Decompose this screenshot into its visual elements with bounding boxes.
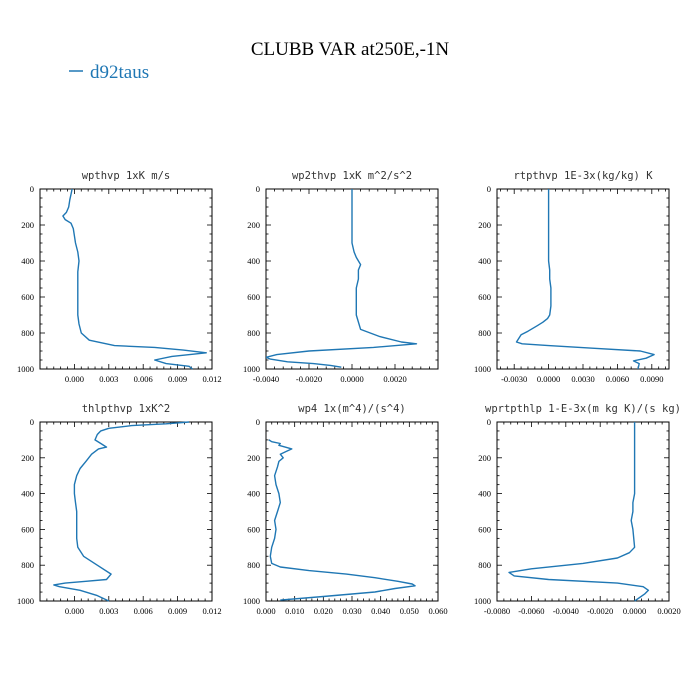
- x-tick-label: 0.040: [371, 606, 390, 616]
- y-tick-label: 0: [256, 417, 260, 427]
- y-tick-label: 400: [247, 256, 260, 266]
- y-tick-label: 1000: [17, 364, 34, 374]
- series-line-1: [266, 189, 418, 368]
- subplot-title: rtpthvp 1E-3x(kg/kg) K: [513, 170, 653, 182]
- y-tick-label: 400: [478, 256, 491, 266]
- x-tick-label: 0.030: [342, 606, 361, 616]
- x-tick-label: 0.012: [202, 374, 221, 384]
- x-tick-label: 0.060: [428, 606, 447, 616]
- x-tick-label: 0.020: [314, 606, 333, 616]
- x-tick-label: 0.000: [65, 606, 84, 616]
- subplot-2: wp2thvp 1xK m^2/s^202004006008001000-0.0…: [243, 170, 439, 384]
- y-tick-label: 600: [478, 524, 491, 534]
- y-tick-label: 1000: [243, 364, 260, 374]
- y-tick-label: 600: [247, 292, 260, 302]
- x-tick-label: 0.009: [168, 374, 187, 384]
- x-tick-label: 0.012: [202, 606, 221, 616]
- y-tick-label: 200: [478, 453, 491, 463]
- x-tick-label: 0.000: [256, 606, 275, 616]
- y-tick-label: 200: [478, 220, 491, 230]
- plot-frame: [496, 421, 670, 602]
- x-tick-label: -0.0080: [484, 606, 510, 616]
- x-tick-label: 0.003: [99, 606, 118, 616]
- plot-frame: [39, 188, 213, 370]
- x-tick-label: -0.0020: [296, 374, 322, 384]
- x-tick-label: 0.0000: [340, 374, 363, 384]
- x-tick-label: -0.0060: [518, 606, 544, 616]
- x-tick-label: 0.0000: [537, 374, 560, 384]
- y-tick-label: 200: [21, 453, 34, 463]
- y-tick-label: 0: [256, 184, 260, 194]
- x-tick-label: -0.0040: [553, 606, 579, 616]
- y-tick-label: 800: [247, 328, 260, 338]
- x-tick-label: -0.0030: [501, 374, 527, 384]
- y-tick-label: 400: [21, 489, 34, 499]
- y-tick-label: 0: [30, 417, 34, 427]
- y-tick-label: 200: [21, 220, 34, 230]
- series-line-1: [53, 421, 190, 602]
- y-tick-label: 400: [247, 489, 260, 499]
- series-line-1: [515, 189, 655, 370]
- y-tick-label: 600: [247, 524, 260, 534]
- series-line-1: [62, 188, 208, 370]
- subplot-title: thlpthvp 1xK^2: [82, 403, 171, 415]
- x-tick-label: 0.0060: [606, 374, 629, 384]
- y-tick-label: 800: [478, 560, 491, 570]
- plot-frame: [39, 421, 213, 602]
- series-line-1: [268, 439, 416, 601]
- y-tick-label: 800: [247, 560, 260, 570]
- x-tick-label: 0.009: [168, 606, 187, 616]
- y-tick-label: 800: [21, 560, 34, 570]
- y-tick-label: 600: [21, 292, 34, 302]
- subplot-1: wpthvp 1xK m/s 0 200 400 600 800 1000 0.000 0.00…: [17, 170, 222, 384]
- x-tick-label: 0.0090: [640, 374, 663, 384]
- x-tick-label: 0.010: [285, 606, 304, 616]
- y-tick-label: 1000: [243, 596, 260, 606]
- subplot-title: wprtpthlp 1-E-3x(m kg K)/(s kg): [485, 403, 681, 415]
- x-tick-label: -0.0020: [587, 606, 613, 616]
- y-tick-label: 0: [487, 417, 491, 427]
- subplot-title: wp2thvp 1xK m^2/s^2: [292, 170, 412, 182]
- subplot-3: rtpthvp 1E-3x(kg/kg) K 0 200 400 600 800 1000-…: [474, 170, 670, 384]
- series-line-1: [508, 422, 650, 602]
- y-tick-label: 400: [21, 256, 34, 266]
- x-tick-label: 0.0020: [657, 606, 680, 616]
- y-tick-label: 1000: [17, 596, 34, 606]
- figure-title: CLUBB VAR at250E,-1N: [251, 39, 450, 60]
- legend-label: d92taus: [90, 62, 149, 83]
- y-tick-label: 800: [478, 328, 491, 338]
- y-tick-label: 0: [30, 184, 34, 194]
- x-tick-label: 0.003: [99, 374, 118, 384]
- subplot-4: thlpthvp 1xK^2 0 200 400 600 800 1000 0.000 0.00…: [17, 403, 222, 616]
- plot-frame: [496, 188, 670, 370]
- x-tick-label: 0.0000: [623, 606, 646, 616]
- y-tick-label: 200: [247, 453, 260, 463]
- subplot-title: wpthvp 1xK m/s: [82, 170, 171, 182]
- x-tick-label: 0.0030: [571, 374, 594, 384]
- x-tick-label: 0.000: [65, 374, 84, 384]
- y-tick-label: 400: [478, 489, 491, 499]
- subplot-title: wp4 1x(m^4)/(s^4): [298, 403, 405, 415]
- x-tick-label: 0.006: [134, 374, 153, 384]
- y-tick-label: 600: [478, 292, 491, 302]
- y-tick-label: 800: [21, 328, 34, 338]
- x-tick-label: -0.0040: [253, 374, 279, 384]
- x-tick-label: 0.0020: [383, 374, 406, 384]
- y-tick-label: 0: [487, 184, 491, 194]
- subplot-6: wprtpthlp 1-E-3x(m kg K)/(s kg) 0 200 400 60…: [474, 403, 681, 616]
- y-tick-label: 1000: [474, 596, 491, 606]
- y-tick-label: 1000: [474, 364, 491, 374]
- y-tick-label: 200: [247, 220, 260, 230]
- x-tick-label: 0.050: [400, 606, 419, 616]
- y-tick-label: 600: [21, 524, 34, 534]
- x-tick-label: 0.006: [134, 606, 153, 616]
